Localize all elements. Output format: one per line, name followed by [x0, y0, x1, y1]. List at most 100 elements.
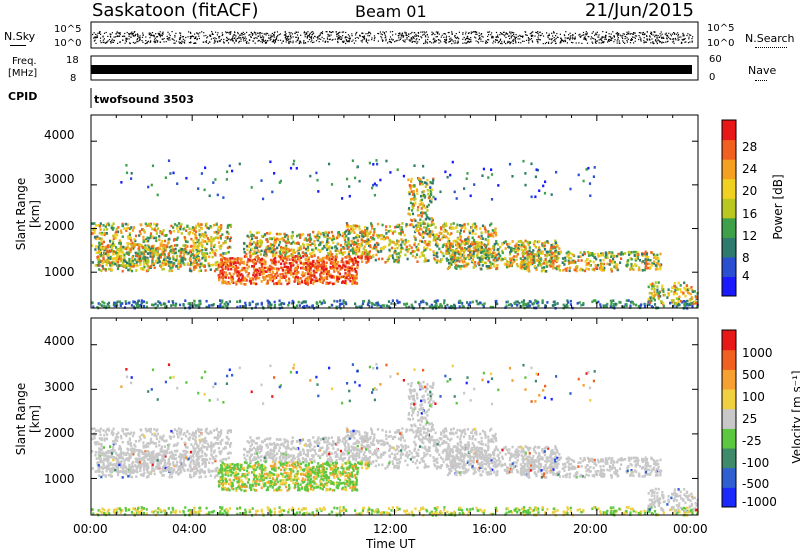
- power-cell: [313, 254, 316, 258]
- power-cell: [118, 264, 121, 267]
- nsky-point: [215, 31, 217, 33]
- power-cell: [602, 262, 606, 266]
- power-cell: [151, 245, 154, 248]
- power-cell: [269, 274, 272, 277]
- nsky-point: [406, 38, 408, 40]
- nsky-point: [509, 31, 511, 33]
- power-cell: [99, 222, 102, 225]
- nsky-point: [169, 34, 171, 37]
- power-cell: [228, 272, 231, 275]
- power-cell: [508, 264, 511, 267]
- power-cell: [180, 248, 183, 251]
- nsky-point: [235, 40, 237, 42]
- power-cell: [115, 251, 118, 254]
- power-cell: [214, 263, 218, 266]
- nsky-point: [288, 31, 290, 34]
- nsky-point: [480, 38, 482, 40]
- nsky-point: [598, 34, 600, 36]
- power-cell: [492, 229, 496, 232]
- power-cell: [229, 257, 232, 260]
- power-cell: [152, 250, 155, 254]
- power-cell: [132, 265, 135, 268]
- power-cell: [420, 198, 423, 202]
- power-cell: [213, 269, 217, 273]
- power-cell: [300, 280, 303, 284]
- nsky-point: [250, 36, 252, 38]
- power-cell: [162, 251, 165, 254]
- power-cell: [316, 266, 319, 270]
- power-cell: [215, 268, 218, 271]
- power-cell: [109, 257, 112, 261]
- nsky-point: [667, 34, 669, 36]
- nsky-point: [95, 33, 97, 35]
- nsky-point: [404, 39, 406, 41]
- nsky-point: [454, 37, 456, 39]
- power-cell: [308, 233, 311, 236]
- power-cell: [309, 268, 312, 271]
- power-cell: [410, 184, 413, 188]
- power-cell: [413, 184, 416, 187]
- power-cell: [260, 234, 264, 238]
- power-cell: [526, 256, 529, 259]
- power-cell: [446, 245, 449, 248]
- power-cell: [399, 250, 402, 254]
- power-cell: [310, 271, 313, 275]
- nsky-point: [123, 35, 125, 37]
- nsky-point: [310, 41, 312, 43]
- power-cell: [109, 249, 112, 253]
- nsky-point: [373, 39, 375, 42]
- nsky-point: [348, 35, 351, 37]
- nsky-point: [384, 34, 386, 36]
- power-cell: [203, 233, 206, 236]
- nsky-point: [338, 38, 340, 40]
- power-cell: [272, 250, 275, 254]
- power-cell: [430, 198, 433, 201]
- nsky-point: [304, 36, 306, 38]
- nsky-point: [196, 38, 198, 40]
- power-cell: [417, 229, 420, 233]
- power-cell: [356, 264, 359, 267]
- xlabel: Time UT: [366, 537, 416, 551]
- power-cell: [149, 232, 153, 235]
- power-cell: [288, 262, 291, 265]
- nsearch-tick-top: 10^5: [707, 23, 735, 34]
- nsky-point: [273, 34, 275, 36]
- nsky-point: [530, 38, 533, 40]
- nsky-point: [392, 38, 394, 41]
- power-cell: [487, 235, 490, 239]
- power-cell: [332, 234, 335, 238]
- power-cell: [263, 250, 266, 254]
- power-cell: [435, 261, 438, 264]
- power-cell: [320, 266, 323, 270]
- nsky-point: [522, 35, 524, 37]
- nsky-point: [591, 32, 593, 34]
- power-cell: [449, 242, 452, 245]
- nsky-point: [651, 32, 653, 34]
- power-cell: [292, 240, 295, 244]
- nsky-point: [390, 42, 392, 44]
- nsky-point: [115, 33, 117, 35]
- power-cell: [398, 223, 401, 227]
- power-cell: [446, 249, 449, 252]
- nsky-point: [433, 40, 435, 42]
- nsky-point: [97, 32, 99, 34]
- power-cell: [549, 248, 552, 251]
- power-cell: [139, 261, 142, 264]
- power-cell: [200, 262, 203, 266]
- power-cell: [254, 242, 257, 245]
- nsky-point: [196, 39, 198, 41]
- nsky-point: [602, 41, 604, 43]
- nsky-point: [551, 41, 553, 43]
- power-cell: [434, 236, 437, 240]
- power-cell: [421, 235, 424, 238]
- nsky-point: [478, 32, 480, 34]
- power-cell: [271, 247, 274, 250]
- power-cell: [492, 235, 495, 238]
- power-cell: [468, 238, 471, 241]
- nsky-point: [616, 40, 618, 42]
- power-cell: [341, 280, 345, 283]
- power-cell: [514, 250, 517, 254]
- nsky-point: [537, 38, 539, 40]
- nsky-point: [167, 39, 169, 41]
- power-cell: [153, 228, 156, 232]
